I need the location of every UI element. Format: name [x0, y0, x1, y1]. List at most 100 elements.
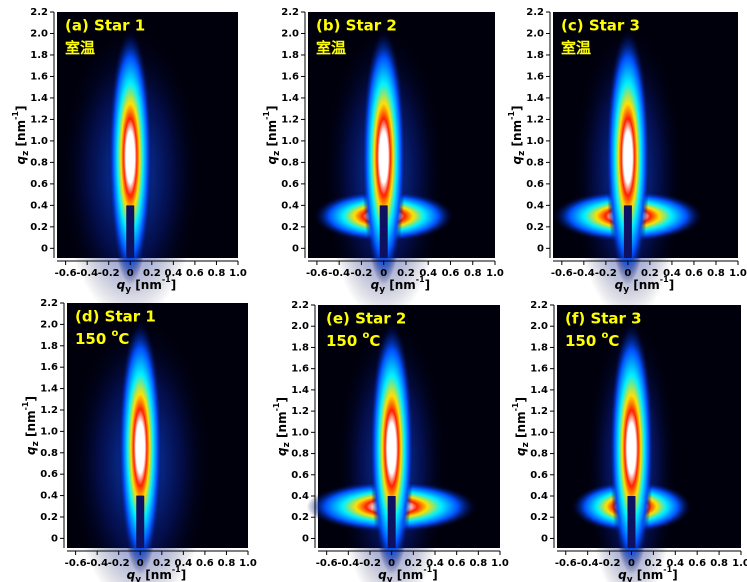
x-tick-label: 0.6 [448, 558, 466, 569]
y-axis-label: qz [nm-1] [272, 397, 292, 456]
text-part: ] [669, 278, 674, 292]
x-tick-label: 0.4 [666, 558, 684, 569]
text-part: -1 [272, 402, 281, 411]
text-part: o [112, 328, 119, 339]
y-tick-label: 2.2 [281, 7, 299, 18]
scatter-streak [369, 321, 414, 575]
y-tick-label: 0.2 [281, 222, 299, 233]
y-tick-label: 1.2 [281, 114, 299, 125]
y-tick-label: 1.0 [30, 136, 48, 147]
y-tick-label: 0 [537, 243, 544, 254]
y-tick-label: 0.4 [30, 200, 48, 211]
beam-stop [126, 205, 135, 258]
y-tick-label: 0.2 [30, 222, 48, 233]
text-part: 150 [565, 332, 602, 350]
y-tick-label: 0.4 [40, 491, 58, 502]
y-tick-label: 1.4 [526, 93, 544, 104]
text-part: ] [275, 397, 289, 402]
x-tick-label: -0.4 [337, 558, 359, 569]
y-tick-label: 1.6 [40, 362, 58, 373]
y-tick-label: 0.8 [40, 448, 58, 459]
y-tick-label: 1.2 [30, 114, 48, 125]
x-tick-label: 1.0 [486, 268, 504, 279]
text-part: z [21, 151, 31, 156]
x-tick-label: 0.4 [663, 268, 681, 279]
x-tick-label: 0.2 [404, 558, 422, 569]
beam-stop [136, 495, 145, 548]
panel-condition: 室温 [65, 39, 95, 57]
text-part: 150 [75, 330, 112, 348]
x-tick-label: -0.4 [577, 558, 599, 569]
y-tick-label: 1.8 [526, 50, 544, 61]
text-part: q [275, 447, 289, 456]
text-part: y [627, 575, 633, 582]
x-tick-label: -0.6 [555, 558, 577, 569]
y-axis-label: qz [nm-1] [507, 106, 527, 165]
y-tick-label: 1.2 [530, 406, 548, 417]
x-tick-label: -0.2 [595, 268, 617, 279]
text-part: z [521, 442, 531, 447]
x-tick-label: 0 [628, 558, 635, 569]
text-part: z [517, 151, 527, 156]
text-part: -1 [663, 565, 672, 574]
x-tick-label: -0.6 [551, 268, 573, 279]
panel-condition: 室温 [561, 39, 591, 57]
panel: 00.20.40.60.81.01.21.41.61.82.02.2-0.6 -0… [511, 300, 747, 582]
text-part: [nm [393, 568, 424, 582]
y-tick-label: 1.8 [281, 50, 299, 61]
y-tick-label: 0 [541, 533, 548, 544]
text-part: [nm [24, 410, 38, 441]
panel: 00.20.40.60.81.01.21.41.61.82.02.2-0.6 -0… [262, 7, 504, 321]
text-part: [nm [265, 120, 279, 151]
y-tick-label: 0.8 [291, 449, 309, 460]
text-part: [nm [510, 120, 524, 151]
x-tick-label: -0.2 [108, 558, 130, 569]
x-tick-label: -0.4 [86, 558, 108, 569]
x-tick-label: -0.4 [328, 268, 350, 279]
x-tick-label: -0.4 [573, 268, 595, 279]
y-tick-label: 1.6 [526, 71, 544, 82]
text-part: -1 [162, 275, 171, 284]
y-tick-label: 1.2 [291, 406, 309, 417]
x-tick-label: 1.0 [732, 558, 747, 569]
y-tick-label: 1.0 [530, 427, 548, 438]
x-tick-label: 1.0 [729, 268, 747, 279]
panel-label: (e) Star 2 [326, 310, 406, 328]
text-part: q [371, 278, 380, 292]
x-tick-label: 0.8 [707, 268, 725, 279]
text-part: -1 [262, 111, 271, 120]
y-axis-label: qz [nm-1] [21, 396, 41, 455]
text-part: q [615, 278, 624, 292]
y-tick-label: 0.4 [291, 491, 309, 502]
y-tick-label: 1.6 [291, 364, 309, 375]
x-tick-label: 0 [624, 268, 631, 279]
x-tick-label: -0.6 [316, 558, 338, 569]
x-tick-label: 0.2 [397, 268, 415, 279]
y-tick-label: 1.0 [281, 136, 299, 147]
x-axis-label: qy [nm-1] [117, 275, 177, 295]
y-tick-label: 1.0 [291, 427, 309, 438]
x-tick-label: -0.2 [98, 268, 120, 279]
x-tick-label: 0 [127, 268, 134, 279]
y-tick-label: 1.8 [40, 341, 58, 352]
y-tick-label: 2.0 [281, 28, 299, 39]
text-part: q [24, 446, 38, 455]
text-part: y [135, 575, 141, 582]
y-tick-label: 1.4 [291, 385, 309, 396]
text-part: [nm [141, 568, 172, 582]
y-tick-label: 0.4 [530, 491, 548, 502]
panel-condition: 150 oC [75, 328, 129, 348]
text-part: -1 [11, 111, 20, 120]
text-part: q [510, 155, 524, 164]
x-tick-label: -0.6 [65, 558, 87, 569]
scatter-streak [605, 29, 650, 285]
y-tick-label: 0.8 [530, 449, 548, 460]
y-tick-label: 2.2 [30, 7, 48, 18]
y-tick-label: 0.6 [530, 470, 548, 481]
x-tick-label: 1.0 [229, 268, 247, 279]
x-axis-label: qy [nm-1] [378, 565, 438, 582]
scatter-streak [609, 321, 654, 575]
text-part: C [608, 332, 619, 350]
text-part: 室温 [316, 39, 346, 57]
